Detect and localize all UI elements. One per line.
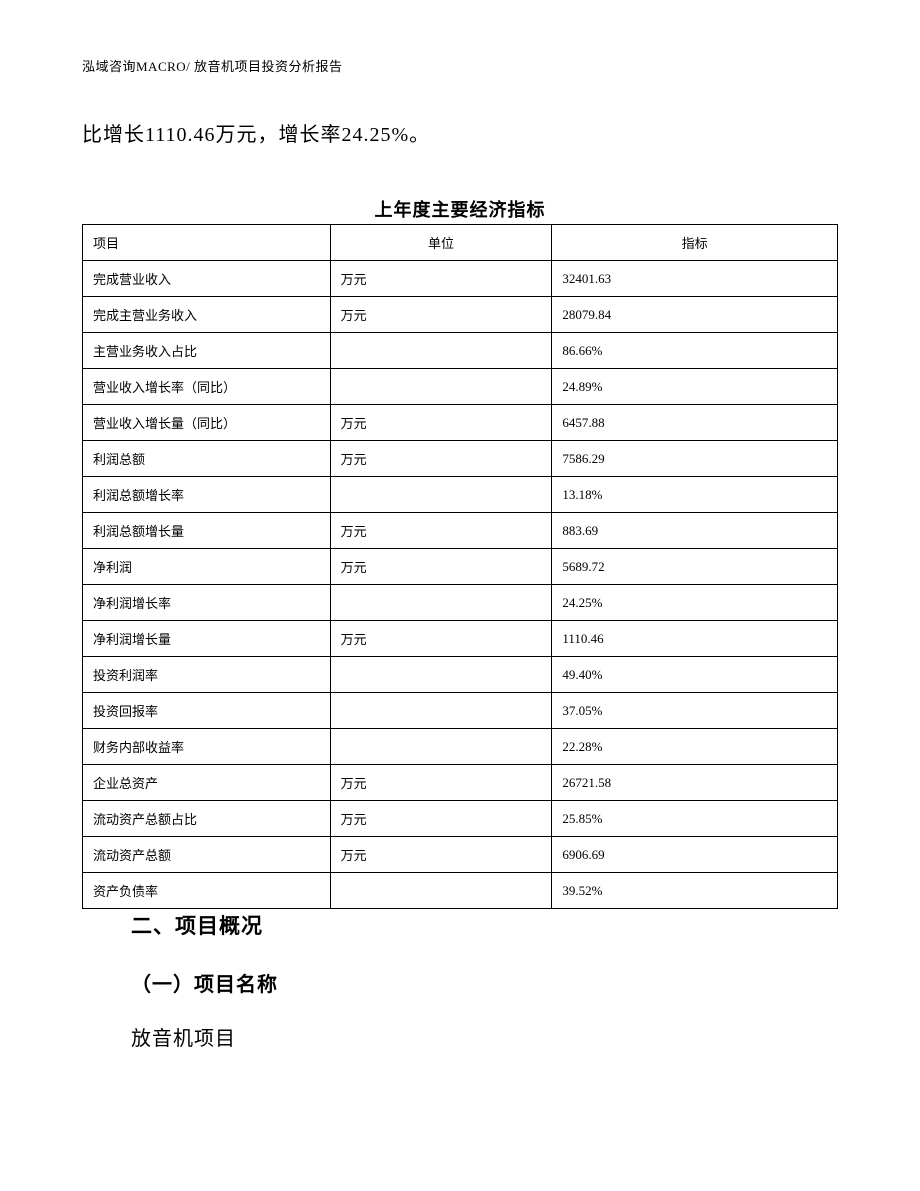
table-row: 净利润增长量万元1110.46: [83, 621, 838, 657]
table-row: 投资利润率 49.40%: [83, 657, 838, 693]
cell-item: 利润总额: [83, 441, 331, 477]
table-row: 主营业务收入占比 86.66%: [83, 333, 838, 369]
cell-item: 净利润增长率: [83, 585, 331, 621]
cell-value: 6457.88: [552, 405, 838, 441]
cell-unit: [330, 333, 552, 369]
cell-value: 86.66%: [552, 333, 838, 369]
table-title: 上年度主要经济指标: [0, 196, 920, 222]
cell-item: 营业收入增长率（同比）: [83, 369, 331, 405]
cell-unit: 万元: [330, 621, 552, 657]
cell-unit: 万元: [330, 837, 552, 873]
cell-value: 7586.29: [552, 441, 838, 477]
cell-unit: 万元: [330, 549, 552, 585]
section-heading-2: 二、项目概况: [131, 910, 263, 940]
cell-value: 25.85%: [552, 801, 838, 837]
table-row: 流动资产总额万元6906.69: [83, 837, 838, 873]
cell-item: 资产负债率: [83, 873, 331, 909]
cell-value: 37.05%: [552, 693, 838, 729]
table-row: 营业收入增长率（同比） 24.89%: [83, 369, 838, 405]
cell-unit: [330, 657, 552, 693]
cell-value: 13.18%: [552, 477, 838, 513]
cell-value: 32401.63: [552, 261, 838, 297]
cell-item: 营业收入增长量（同比）: [83, 405, 331, 441]
cell-unit: [330, 729, 552, 765]
economic-indicators-table: 项目 单位 指标 完成营业收入万元32401.63 完成主营业务收入万元2807…: [82, 224, 838, 909]
cell-unit: 万元: [330, 801, 552, 837]
cell-item: 利润总额增长量: [83, 513, 331, 549]
cell-value: 24.89%: [552, 369, 838, 405]
cell-item: 主营业务收入占比: [83, 333, 331, 369]
table-row: 营业收入增长量（同比）万元6457.88: [83, 405, 838, 441]
table-row: 利润总额增长率 13.18%: [83, 477, 838, 513]
cell-item: 流动资产总额: [83, 837, 331, 873]
cell-value: 22.28%: [552, 729, 838, 765]
table-row: 净利润增长率 24.25%: [83, 585, 838, 621]
cell-value: 49.40%: [552, 657, 838, 693]
col-header-unit: 单位: [330, 225, 552, 261]
sub-heading-1: （一）项目名称: [131, 968, 278, 997]
cell-item: 投资回报率: [83, 693, 331, 729]
cell-unit: [330, 585, 552, 621]
table-row: 净利润万元5689.72: [83, 549, 838, 585]
cell-value: 39.52%: [552, 873, 838, 909]
table-row: 完成主营业务收入万元28079.84: [83, 297, 838, 333]
col-header-value: 指标: [552, 225, 838, 261]
cell-value: 883.69: [552, 513, 838, 549]
table-row: 资产负债率 39.52%: [83, 873, 838, 909]
cell-value: 26721.58: [552, 765, 838, 801]
cell-unit: [330, 477, 552, 513]
table-row: 利润总额增长量万元883.69: [83, 513, 838, 549]
cell-item: 完成营业收入: [83, 261, 331, 297]
cell-unit: 万元: [330, 765, 552, 801]
cell-item: 净利润: [83, 549, 331, 585]
cell-value: 5689.72: [552, 549, 838, 585]
cell-item: 财务内部收益率: [83, 729, 331, 765]
table-row: 完成营业收入万元32401.63: [83, 261, 838, 297]
cell-unit: 万元: [330, 297, 552, 333]
cell-unit: 万元: [330, 405, 552, 441]
cell-unit: [330, 693, 552, 729]
cell-item: 净利润增长量: [83, 621, 331, 657]
table-row: 财务内部收益率 22.28%: [83, 729, 838, 765]
project-name-text: 放音机项目: [131, 1022, 236, 1051]
cell-unit: [330, 873, 552, 909]
cell-value: 6906.69: [552, 837, 838, 873]
table-header-row: 项目 单位 指标: [83, 225, 838, 261]
cell-unit: 万元: [330, 513, 552, 549]
table-row: 投资回报率 37.05%: [83, 693, 838, 729]
body-paragraph: 比增长1110.46万元，增长率24.25%。: [82, 118, 430, 147]
cell-item: 利润总额增长率: [83, 477, 331, 513]
cell-unit: 万元: [330, 441, 552, 477]
cell-value: 24.25%: [552, 585, 838, 621]
page-header: 泓域咨询MACRO/ 放音机项目投资分析报告: [82, 56, 343, 75]
col-header-item: 项目: [83, 225, 331, 261]
cell-unit: 万元: [330, 261, 552, 297]
cell-value: 1110.46: [552, 621, 838, 657]
cell-item: 完成主营业务收入: [83, 297, 331, 333]
table-row: 企业总资产万元26721.58: [83, 765, 838, 801]
table-row: 流动资产总额占比万元25.85%: [83, 801, 838, 837]
cell-item: 企业总资产: [83, 765, 331, 801]
table-body: 完成营业收入万元32401.63 完成主营业务收入万元28079.84 主营业务…: [83, 261, 838, 909]
cell-item: 投资利润率: [83, 657, 331, 693]
cell-item: 流动资产总额占比: [83, 801, 331, 837]
cell-unit: [330, 369, 552, 405]
cell-value: 28079.84: [552, 297, 838, 333]
table-row: 利润总额万元7586.29: [83, 441, 838, 477]
